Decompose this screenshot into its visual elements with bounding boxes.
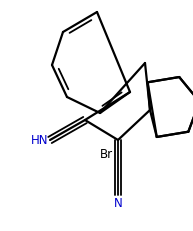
Text: N: N	[114, 197, 122, 210]
Text: Br: Br	[100, 148, 113, 161]
Text: HN: HN	[30, 134, 48, 146]
